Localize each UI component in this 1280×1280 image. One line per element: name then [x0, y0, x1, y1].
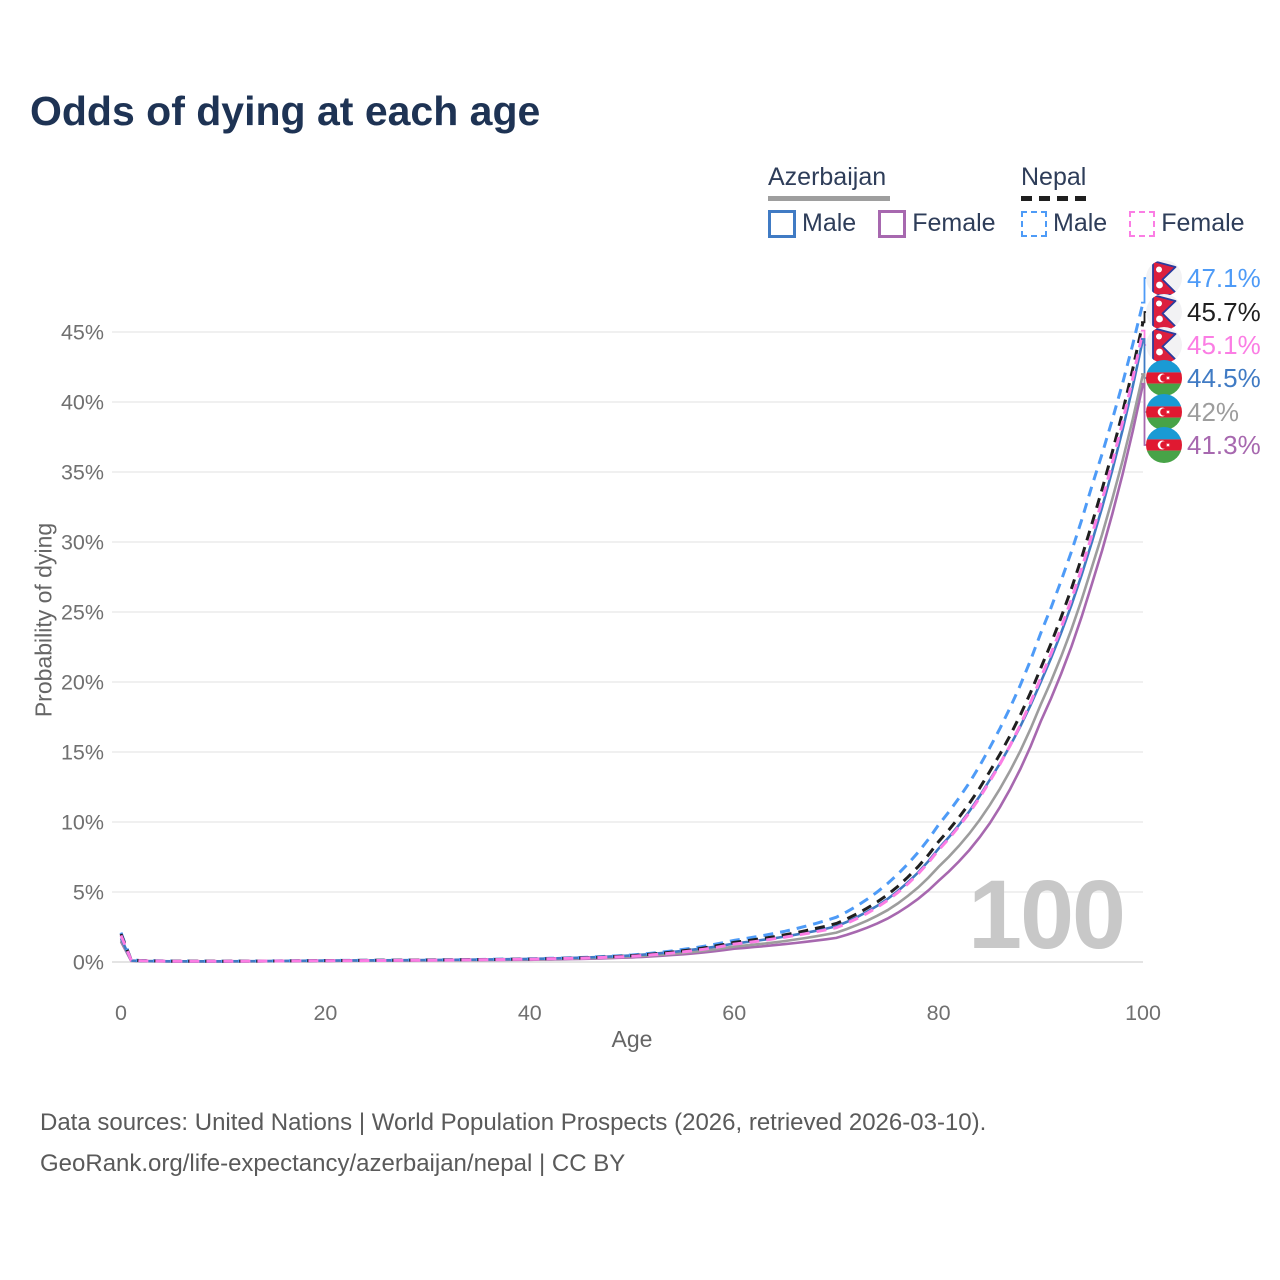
nepal-flag-icon — [1146, 327, 1182, 363]
azerbaijan-line-style-swatch — [768, 196, 890, 201]
x-tick-label: 40 — [518, 1001, 542, 1025]
legend-item-nepal-male[interactable]: Male — [1021, 209, 1107, 238]
page-title: Odds of dying at each age — [30, 88, 541, 134]
azerbaijan-male-label[interactable]: Male — [802, 209, 857, 237]
azerbaijan-male-checkbox[interactable] — [768, 209, 796, 238]
y-tick-label: 20% — [61, 671, 104, 695]
azerbaijan-female-label[interactable]: Female — [912, 209, 996, 237]
legend-azerbaijan-title: Azerbaijan — [768, 163, 887, 191]
end-value-label: 44.5% — [1187, 362, 1261, 393]
y-tick-label: 5% — [73, 881, 104, 905]
end-value-label: 45.1% — [1187, 329, 1261, 360]
legend-item-nepal-female[interactable]: Female — [1129, 209, 1245, 238]
azerbaijan-flag-icon — [1146, 427, 1182, 463]
end-label-row-nepal-female: 45.1% — [1146, 327, 1261, 363]
y-tick-label: 15% — [61, 741, 104, 765]
nepal-male-checkbox[interactable] — [1021, 210, 1047, 237]
y-tick-label: 0% — [73, 951, 104, 975]
y-tick-label: 30% — [61, 531, 104, 555]
nepal-flag-icon — [1146, 294, 1182, 330]
y-tick-label: 25% — [61, 601, 104, 625]
y-tick-label: 40% — [61, 391, 104, 415]
end-value-label: 47.1% — [1187, 262, 1261, 293]
legend-nepal-title: Nepal — [1021, 163, 1087, 191]
x-tick-label: 100 — [1125, 1001, 1161, 1025]
end-label-row-nepal-male: 47.1% — [1146, 260, 1261, 296]
nepal-flag-icon — [1146, 260, 1182, 296]
end-value-label: 41.3% — [1187, 429, 1261, 460]
x-tick-label: 20 — [313, 1001, 337, 1025]
x-tick-label: 60 — [722, 1001, 746, 1025]
y-tick-label: 10% — [61, 811, 104, 835]
x-tick-label: 80 — [927, 1001, 951, 1025]
azerbaijan-flag-icon — [1146, 394, 1182, 430]
nepal-female-checkbox[interactable] — [1129, 210, 1156, 237]
azerbaijan-flag-icon — [1146, 360, 1182, 396]
y-tick-label: 45% — [61, 321, 104, 345]
legend-item-azerbaijan-male[interactable]: Male — [768, 209, 856, 238]
x-axis-title: Age — [611, 1026, 653, 1052]
end-label-row-az-both: 42% — [1146, 394, 1239, 430]
footer: Data sources: United Nations | World Pop… — [40, 1102, 986, 1184]
nepal-line-style-swatch — [1021, 196, 1091, 201]
y-tick-label: 35% — [61, 461, 104, 485]
y-axis-title: Probability of dying — [30, 522, 57, 718]
x-tick-label: 0 — [115, 1001, 127, 1025]
end-label-row-nepal-both: 45.7% — [1146, 294, 1261, 330]
nepal-male-label[interactable]: Male — [1053, 209, 1108, 237]
series-line-nepal-female — [119, 330, 1145, 963]
footer-url-line: GeoRank.org/life-expectancy/azerbaijan/n… — [40, 1150, 626, 1177]
age-watermark: 100 — [968, 860, 1124, 969]
end-label-row-az-female: 41.3% — [1146, 427, 1261, 463]
azerbaijan-female-checkbox[interactable] — [878, 209, 907, 238]
end-label-row-az-male: 44.5% — [1146, 360, 1261, 396]
end-value-label: 45.7% — [1187, 296, 1261, 327]
end-value-label: 42% — [1187, 396, 1240, 427]
footer-source-line: Data sources: United Nations | World Pop… — [40, 1109, 987, 1136]
legend-item-azerbaijan-female[interactable]: Female — [878, 209, 996, 238]
legend-group-nepal: Nepal Male Female — [1021, 163, 1245, 238]
nepal-female-label[interactable]: Female — [1161, 209, 1245, 237]
legend-group-azerbaijan: Azerbaijan Male Female — [768, 163, 996, 238]
